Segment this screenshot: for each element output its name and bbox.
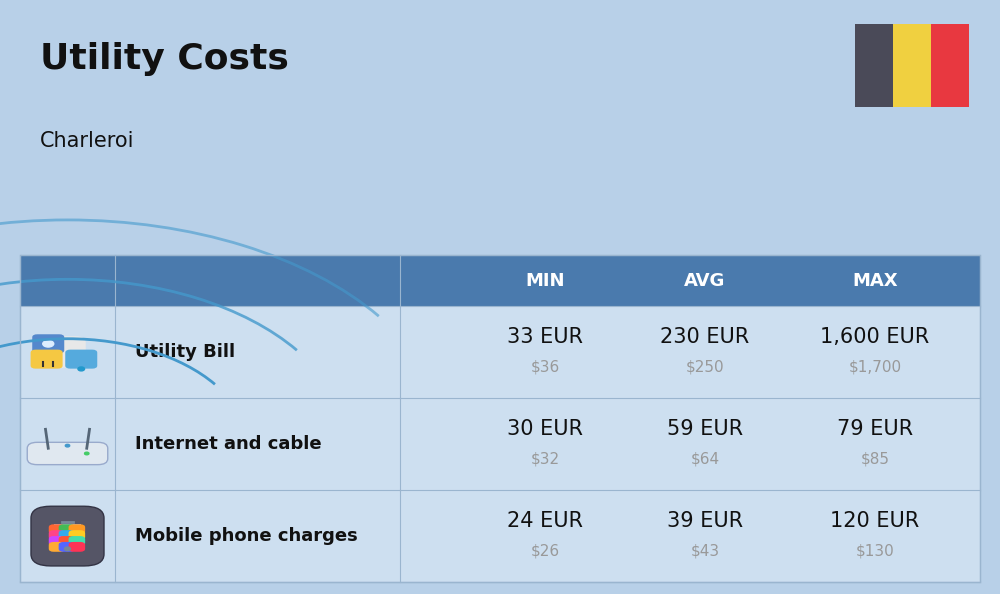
Text: Utility Costs: Utility Costs <box>40 42 289 75</box>
Circle shape <box>65 444 70 447</box>
Text: AVG: AVG <box>684 271 726 290</box>
FancyBboxPatch shape <box>27 443 108 465</box>
Text: MAX: MAX <box>852 271 898 290</box>
Text: 39 EUR: 39 EUR <box>667 511 743 531</box>
FancyBboxPatch shape <box>20 398 980 490</box>
Text: $32: $32 <box>530 451 560 466</box>
FancyBboxPatch shape <box>52 336 86 368</box>
Text: 1,600 EUR: 1,600 EUR <box>820 327 930 347</box>
FancyBboxPatch shape <box>65 350 97 369</box>
FancyBboxPatch shape <box>49 525 65 534</box>
Text: $64: $64 <box>690 451 720 466</box>
Text: Utility Bill: Utility Bill <box>135 343 235 361</box>
Text: Mobile phone charges: Mobile phone charges <box>135 527 358 545</box>
FancyBboxPatch shape <box>32 334 64 353</box>
Text: $43: $43 <box>690 544 720 558</box>
Text: Charleroi: Charleroi <box>40 131 134 151</box>
Text: $130: $130 <box>856 544 894 558</box>
Circle shape <box>43 340 54 347</box>
Text: 24 EUR: 24 EUR <box>507 511 583 531</box>
FancyBboxPatch shape <box>59 525 75 534</box>
FancyBboxPatch shape <box>115 255 400 306</box>
Circle shape <box>85 452 89 455</box>
Text: Internet and cable: Internet and cable <box>135 435 322 453</box>
FancyBboxPatch shape <box>49 530 65 540</box>
Text: $26: $26 <box>530 544 560 558</box>
FancyBboxPatch shape <box>54 524 81 551</box>
Text: $250: $250 <box>686 359 724 374</box>
Text: 120 EUR: 120 EUR <box>830 511 920 531</box>
FancyBboxPatch shape <box>69 542 85 552</box>
Text: $36: $36 <box>530 359 560 374</box>
FancyBboxPatch shape <box>31 350 63 369</box>
Text: $85: $85 <box>860 451 890 466</box>
FancyBboxPatch shape <box>59 530 75 540</box>
FancyBboxPatch shape <box>855 24 893 107</box>
FancyBboxPatch shape <box>49 536 65 546</box>
FancyBboxPatch shape <box>20 255 980 306</box>
Text: 59 EUR: 59 EUR <box>667 419 743 439</box>
FancyBboxPatch shape <box>31 506 104 566</box>
Text: 30 EUR: 30 EUR <box>507 419 583 439</box>
FancyBboxPatch shape <box>69 525 85 534</box>
FancyBboxPatch shape <box>69 530 85 540</box>
FancyBboxPatch shape <box>49 542 65 552</box>
Text: 33 EUR: 33 EUR <box>507 327 583 347</box>
FancyBboxPatch shape <box>893 24 931 107</box>
Text: 79 EUR: 79 EUR <box>837 419 913 439</box>
Circle shape <box>64 547 71 551</box>
FancyBboxPatch shape <box>20 490 980 582</box>
Text: 230 EUR: 230 EUR <box>660 327 750 347</box>
FancyBboxPatch shape <box>59 536 75 546</box>
FancyBboxPatch shape <box>20 306 980 398</box>
Text: $1,700: $1,700 <box>848 359 902 374</box>
FancyBboxPatch shape <box>59 542 75 552</box>
Circle shape <box>78 367 85 371</box>
FancyBboxPatch shape <box>69 536 85 546</box>
FancyBboxPatch shape <box>931 24 969 107</box>
Text: MIN: MIN <box>525 271 565 290</box>
FancyBboxPatch shape <box>20 255 115 306</box>
